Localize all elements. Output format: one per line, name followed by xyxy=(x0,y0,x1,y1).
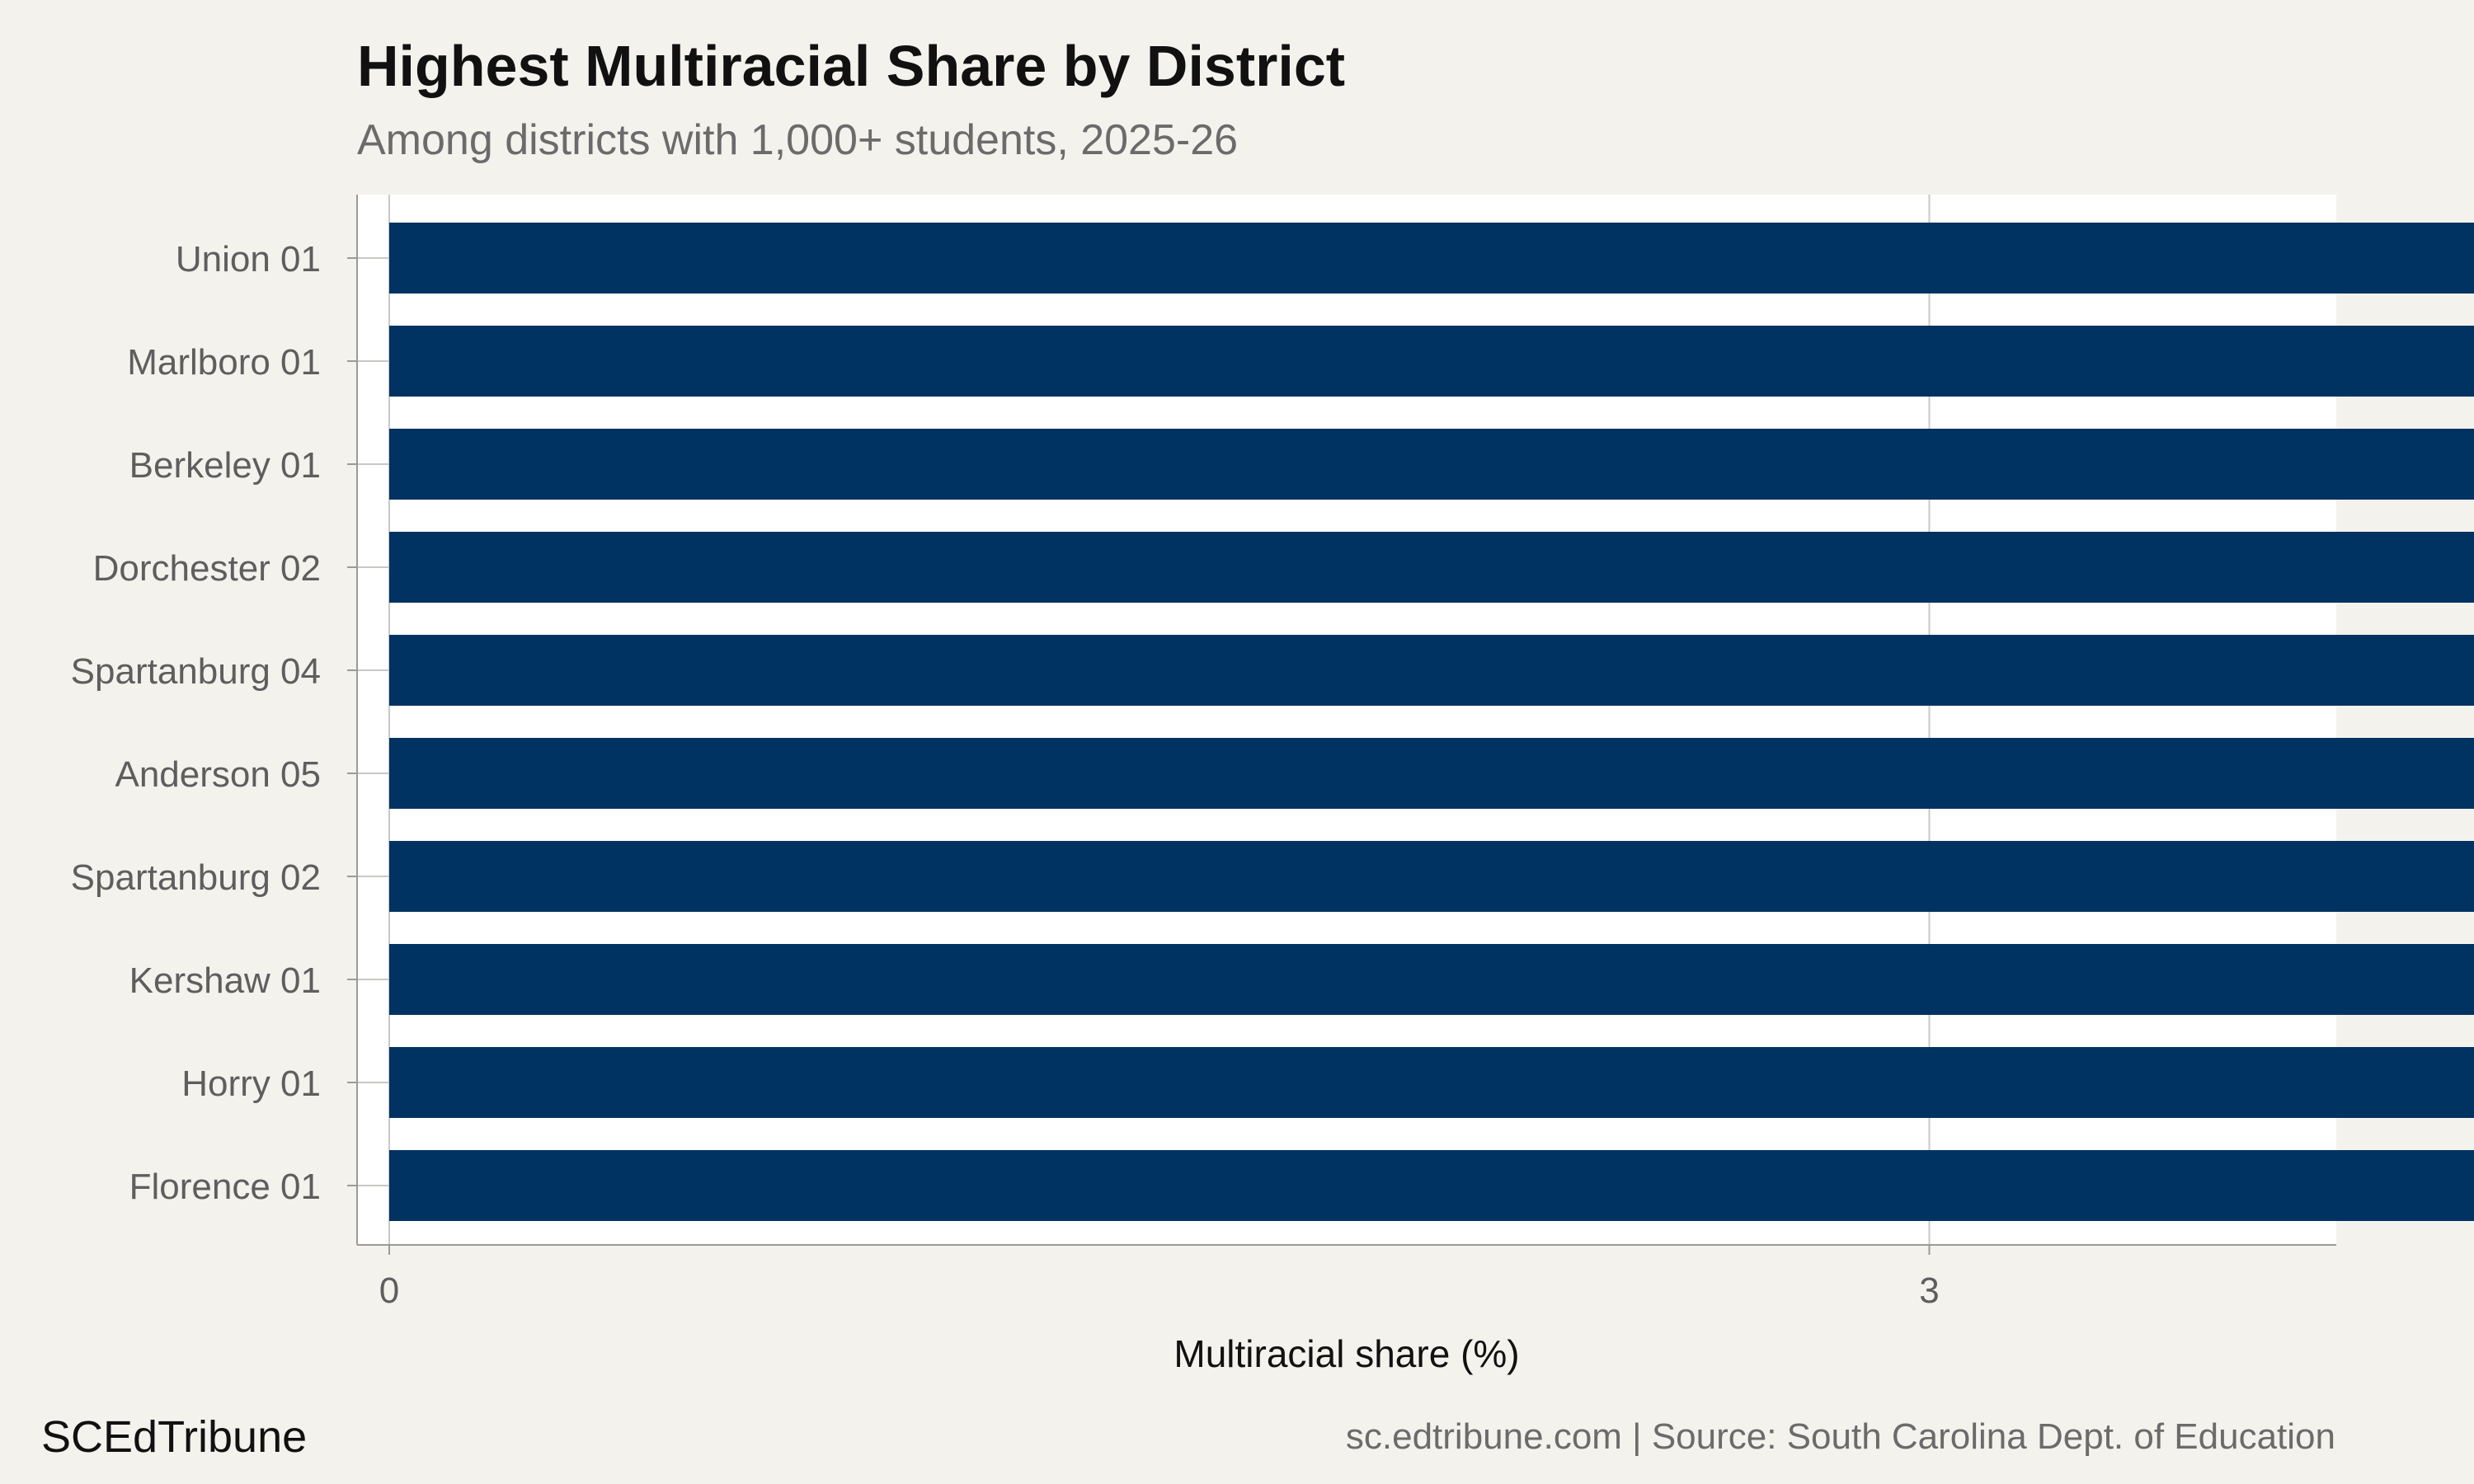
bar xyxy=(389,326,2474,397)
bar xyxy=(389,944,2474,1015)
brand-name: SCEdTribune xyxy=(41,1412,308,1462)
axes xyxy=(347,195,2336,1255)
category-label: Anderson 05 xyxy=(115,754,321,795)
bar xyxy=(389,1150,2474,1221)
category-label: Florence 01 xyxy=(129,1167,321,1207)
category-label: Kershaw 01 xyxy=(129,960,321,1001)
bar xyxy=(389,429,2474,500)
chart-subtitle: Among districts with 1,000+ students, 20… xyxy=(357,116,1239,164)
x-tick-label: 3 xyxy=(1919,1270,1939,1311)
category-labels: Union 01 Marlboro 01 Berkeley 01 Dorchester… xyxy=(71,239,321,1207)
category-label: Spartanburg 02 xyxy=(71,857,321,898)
bar xyxy=(389,738,2474,809)
bar xyxy=(389,223,2474,294)
category-label: Dorchester 02 xyxy=(93,548,321,589)
category-label: Berkeley 01 xyxy=(129,445,321,486)
x-tick-label: 0 xyxy=(379,1270,399,1311)
bar xyxy=(389,532,2474,603)
x-tick-labels: 0369 xyxy=(379,1270,1940,1311)
source-note: sc.edtribune.com | Source: South Carolin… xyxy=(1345,1416,2335,1457)
category-label: Spartanburg 04 xyxy=(71,651,321,692)
bar xyxy=(389,1047,2474,1118)
chart-title: Highest Multiracial Share by District xyxy=(357,34,1346,98)
bar xyxy=(389,635,2474,706)
category-label: Horry 01 xyxy=(181,1064,321,1104)
category-label: Marlboro 01 xyxy=(127,342,321,383)
category-label: Union 01 xyxy=(176,239,321,279)
bars xyxy=(389,223,2474,1221)
bar xyxy=(389,841,2474,912)
x-axis-title: Multiracial share (%) xyxy=(1174,1332,1519,1375)
